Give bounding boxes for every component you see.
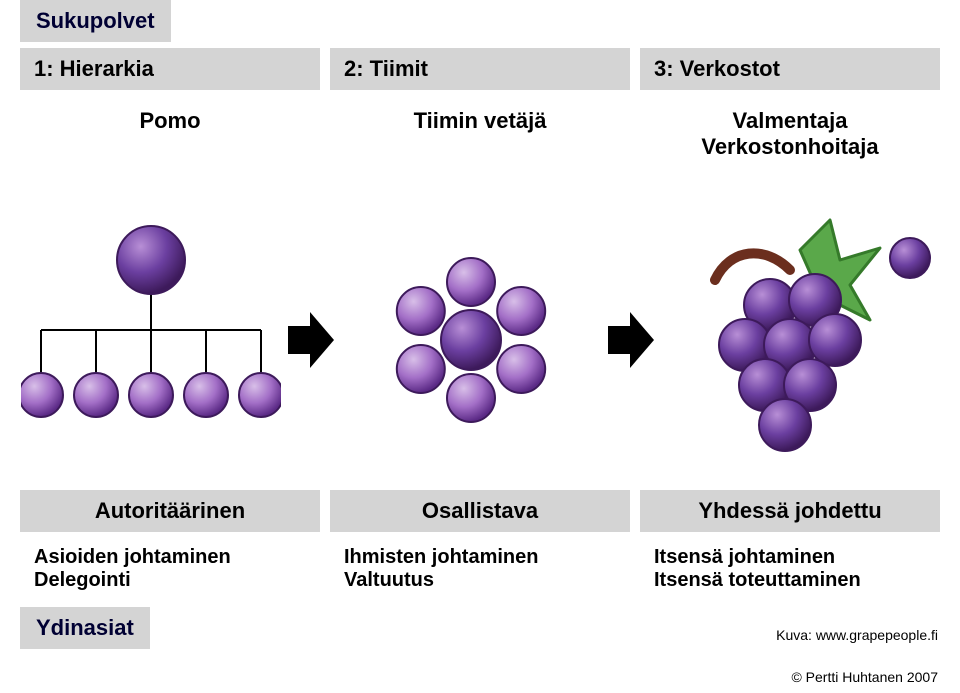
arrow-right-icon [608, 312, 654, 368]
tab-core-issues: Ydinasiat [20, 607, 150, 649]
arrow-1 [288, 312, 334, 368]
image-source: Kuva: www.grapepeople.fi [776, 627, 938, 643]
lower-col-1: Autoritäärinen Asioiden johtaminen Deleg… [20, 490, 320, 596]
grape-diagram [660, 200, 940, 480]
col-hierarchy: 1: Hierarkia Pomo [20, 48, 320, 160]
lower-col-2: Osallistava Ihmisten johtaminen Valtuutu… [330, 490, 630, 596]
approach-label-1: Asioiden johtaminen Delegointi [20, 542, 320, 596]
col-teams: 2: Tiimit Tiimin vetäjä [330, 48, 630, 160]
col-networks: 3: Verkostot Valmentaja Verkostonhoitaja [640, 48, 940, 160]
lower-grid: Autoritäärinen Asioiden johtaminen Deleg… [0, 490, 960, 596]
copyright: © Pertti Huhtanen 2007 [791, 669, 938, 685]
style-label-2: Osallistava [330, 490, 630, 532]
column-headers: 1: Hierarkia Pomo 2: Tiimit Tiimin vetäj… [0, 48, 960, 160]
diagram-row [0, 200, 960, 480]
tab-generations: Sukupolvet [20, 0, 171, 42]
hierarchy-diagram [20, 200, 282, 480]
approach-label-3: Itsensä johtaminen Itsensä toteuttaminen [640, 542, 940, 596]
style-label-3: Yhdessä johdettu [640, 490, 940, 532]
arrow-2 [608, 312, 654, 368]
col-header-2: 2: Tiimit [330, 48, 630, 90]
col-header-3: 3: Verkostot [640, 48, 940, 90]
team-diagram [340, 200, 602, 480]
arrow-right-icon [288, 312, 334, 368]
col-sub-3: Valmentaja Verkostonhoitaja [640, 108, 940, 160]
col-sub-1: Pomo [20, 108, 320, 134]
approach-label-2: Ihmisten johtaminen Valtuutus [330, 542, 630, 596]
col-header-1: 1: Hierarkia [20, 48, 320, 90]
lower-col-3: Yhdessä johdettu Itsensä johtaminen Itse… [640, 490, 940, 596]
style-label-1: Autoritäärinen [20, 490, 320, 532]
col-sub-2: Tiimin vetäjä [330, 108, 630, 134]
